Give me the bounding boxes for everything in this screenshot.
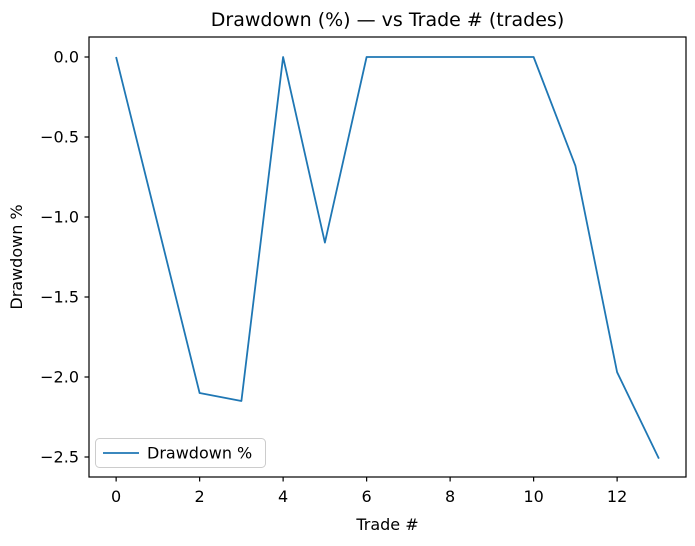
- drawdown-line-series: [115, 56, 660, 459]
- x-tick-label: 6: [362, 487, 372, 506]
- x-tick-label: 10: [523, 487, 543, 506]
- chart-title: Drawdown (%) — vs Trade # (trades): [211, 9, 564, 31]
- y-tick-label: −0.5: [40, 128, 79, 147]
- x-axis-label: Trade #: [355, 515, 418, 534]
- x-axis-ticks: 0 2 4 6 8 10 12: [111, 477, 627, 506]
- x-tick-label: 8: [445, 487, 455, 506]
- y-tick-label: −1.5: [40, 288, 79, 307]
- legend: Drawdown %: [95, 438, 266, 468]
- plot-border: [88, 36, 687, 478]
- x-tick-label: 12: [607, 487, 627, 506]
- x-tick-label: 0: [111, 487, 121, 506]
- y-tick-label: −2.5: [40, 448, 79, 467]
- y-tick-label: −1.0: [40, 208, 79, 227]
- y-tick-label: 0.0: [54, 48, 79, 67]
- y-axis-label: Drawdown %: [7, 204, 26, 309]
- y-axis-ticks: 0.0 −0.5 −1.0 −1.5 −2.0 −2.5: [40, 48, 89, 467]
- x-tick-label: 4: [278, 487, 288, 506]
- y-tick-label: −2.0: [40, 368, 79, 387]
- legend-box: [95, 438, 266, 468]
- x-tick-label: 2: [195, 487, 205, 506]
- legend-label: Drawdown %: [147, 444, 252, 463]
